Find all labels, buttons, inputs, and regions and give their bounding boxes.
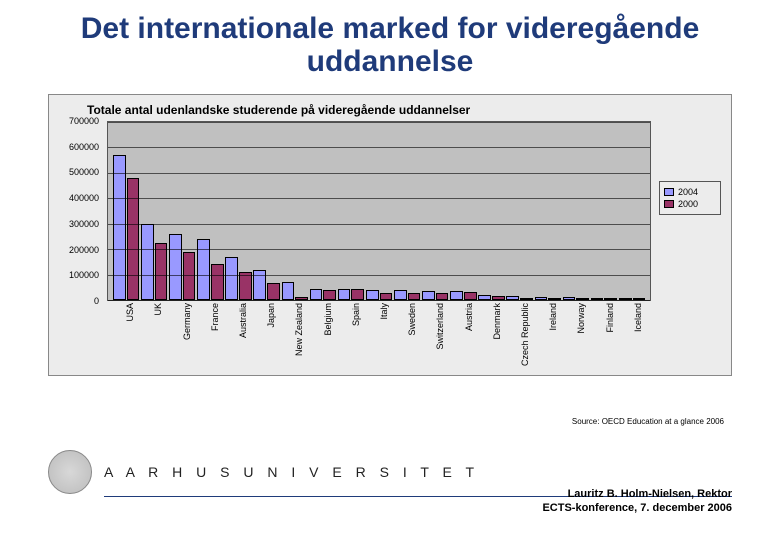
bar-2000 [211, 264, 224, 300]
y-tick-label: 400000 [69, 193, 99, 203]
bar-2004 [113, 155, 126, 300]
bar-2000 [323, 290, 336, 300]
bar-2004 [338, 289, 351, 300]
x-tick-label: Australia [224, 301, 252, 373]
bar-group [112, 122, 140, 300]
bar-container [108, 122, 650, 300]
x-tick-label: Germany [167, 301, 195, 373]
x-tick-label: Spain [337, 301, 365, 373]
legend-label-2004: 2004 [678, 187, 698, 197]
legend-item-2000: 2000 [664, 198, 716, 210]
bar-2000 [408, 293, 421, 300]
legend-swatch-2004 [664, 188, 674, 196]
chart-title: Totale antal udenlandske studerende på v… [59, 101, 721, 121]
bar-group [337, 122, 365, 300]
gridline [108, 198, 650, 199]
y-tick-label: 600000 [69, 142, 99, 152]
bar-2000 [436, 293, 449, 300]
bar-2004 [394, 290, 407, 300]
bar-group [590, 122, 618, 300]
bar-2004 [450, 291, 463, 300]
bar-group [506, 122, 534, 300]
author-line-1: Lauritz B. Holm-Nielsen, Rektor [542, 488, 732, 502]
university-name: A A R H U S U N I V E R S I T E T [104, 464, 479, 480]
gridline [108, 224, 650, 225]
bar-group [365, 122, 393, 300]
x-tick-label: Sweden [393, 301, 421, 373]
author-line-2: ECTS-konference, 7. december 2006 [542, 502, 732, 516]
gridline [108, 249, 650, 250]
x-tick-label: Czech Republic [506, 301, 534, 373]
bar-2004 [422, 291, 435, 300]
gridline [108, 173, 650, 174]
x-axis-labels: USAUKGermanyFranceAustraliaJapanNew Zeal… [107, 301, 651, 373]
legend-label-2000: 2000 [678, 199, 698, 209]
bar-2004 [141, 224, 154, 300]
x-tick-label: Austria [449, 301, 477, 373]
bar-group [196, 122, 224, 300]
chart-body: 0100000200000300000400000500000600000700… [59, 121, 721, 373]
gridline [108, 147, 650, 148]
bar-group [281, 122, 309, 300]
university-seal-icon [48, 450, 92, 494]
source-citation: Source: OECD Education at a glance 2006 [572, 418, 724, 427]
bar-group [618, 122, 646, 300]
bar-2000 [155, 243, 168, 300]
x-tick-label: Iceland [619, 301, 647, 373]
bar-2004 [169, 234, 182, 300]
legend-swatch-2000 [664, 200, 674, 208]
x-tick-label: Norway [562, 301, 590, 373]
x-tick-label: Ireland [534, 301, 562, 373]
plot-wrap: 0100000200000300000400000500000600000700… [59, 121, 651, 373]
x-tick-label: France [196, 301, 224, 373]
bar-2000 [351, 289, 364, 300]
x-tick-label: New Zealand [280, 301, 308, 373]
bar-2000 [239, 272, 252, 300]
bar-2000 [127, 178, 140, 300]
x-tick-label: Finland [590, 301, 618, 373]
x-tick-label: Japan [252, 301, 280, 373]
gridline [108, 122, 650, 123]
bar-2004 [197, 239, 210, 300]
bar-2000 [267, 283, 280, 300]
bar-group [253, 122, 281, 300]
bar-group [449, 122, 477, 300]
y-tick-label: 700000 [69, 116, 99, 126]
bar-group [168, 122, 196, 300]
legend-item-2004: 2004 [664, 186, 716, 198]
x-tick-label: Belgium [308, 301, 336, 373]
bar-group [393, 122, 421, 300]
bar-2000 [183, 252, 196, 300]
x-tick-label: Italy [365, 301, 393, 373]
y-tick-label: 200000 [69, 245, 99, 255]
bar-2004 [310, 289, 323, 300]
slide-title: Det internationale marked for videregåen… [0, 0, 780, 86]
x-tick-label: UK [139, 301, 167, 373]
bar-2000 [380, 293, 393, 300]
bar-2000 [464, 292, 477, 300]
chart-panel: Totale antal udenlandske studerende på v… [48, 94, 732, 376]
y-tick-label: 0 [94, 296, 99, 306]
plot-area [107, 121, 651, 301]
x-tick-label: USA [111, 301, 139, 373]
bar-group [140, 122, 168, 300]
bar-group [534, 122, 562, 300]
bar-group [309, 122, 337, 300]
bar-2004 [366, 290, 379, 300]
y-tick-label: 100000 [69, 270, 99, 280]
bar-group [562, 122, 590, 300]
x-tick-label: Switzerland [421, 301, 449, 373]
gridline [108, 275, 650, 276]
y-tick-label: 500000 [69, 167, 99, 177]
y-axis-labels: 0100000200000300000400000500000600000700… [59, 121, 103, 301]
bar-group [224, 122, 252, 300]
bar-group [477, 122, 505, 300]
author-block: Lauritz B. Holm-Nielsen, Rektor ECTS-kon… [542, 488, 732, 516]
legend: 2004 2000 [659, 181, 721, 215]
bar-2004 [282, 282, 295, 300]
x-tick-label: Denmark [478, 301, 506, 373]
y-tick-label: 300000 [69, 219, 99, 229]
bar-group [421, 122, 449, 300]
bar-2004 [225, 257, 238, 300]
